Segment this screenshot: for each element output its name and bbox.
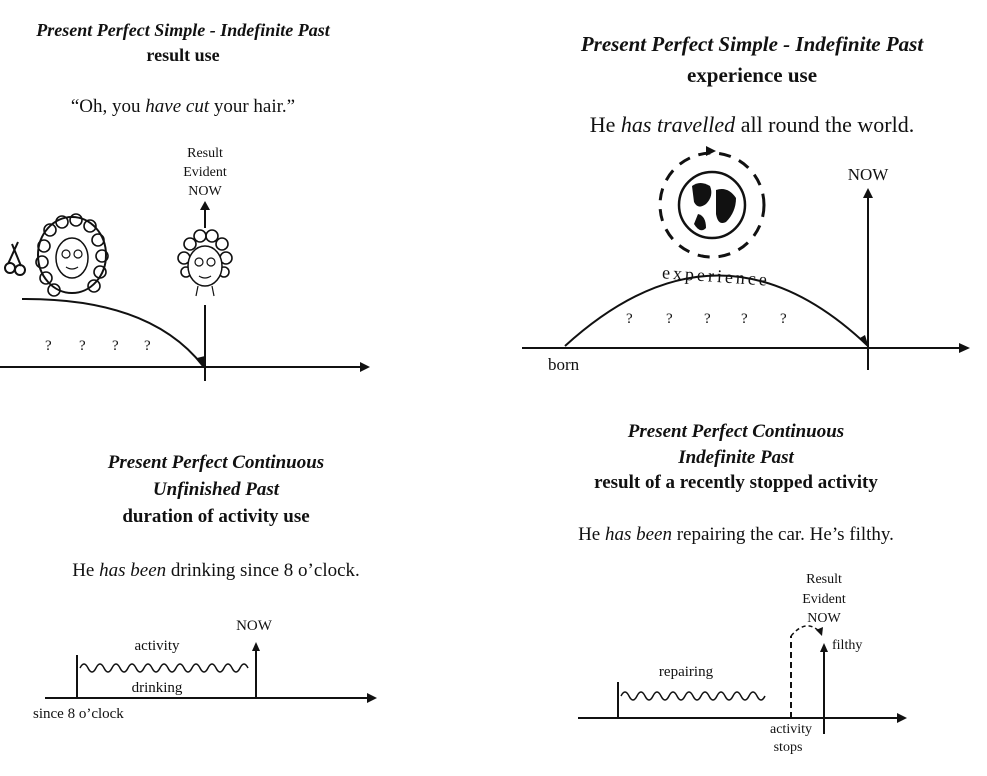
past-curve — [21, 297, 204, 367]
example-sentence: He has travelled all round the world. — [590, 112, 914, 138]
panel-title-line2: Unfinished Past — [152, 479, 280, 500]
now-arrowhead — [252, 642, 260, 651]
drinking-label: drinking — [131, 680, 183, 696]
stops-label-line1: activity — [770, 722, 812, 737]
panel-subtitle: duration of activity use — [122, 506, 310, 527]
stopped-activity-diagram — [578, 625, 907, 734]
time-axis-arrowhead — [959, 343, 970, 353]
repairing-label: repairing — [658, 664, 714, 680]
arc-arrowhead — [860, 335, 869, 348]
orbit-circle — [658, 151, 766, 259]
sentence-post: your hair.” — [209, 96, 296, 117]
activity-wave — [79, 663, 249, 673]
experience-arc — [564, 274, 869, 347]
question-mark: ? — [780, 311, 787, 327]
time-axis-arrowhead — [360, 362, 370, 372]
activity-wave — [620, 691, 766, 701]
panel-stopped-activity-use: Present Perfect Continuous Indefinite Pa… — [480, 400, 987, 776]
panel-title-line1: Present Perfect Continuous — [107, 452, 325, 473]
result-curve-arrow — [790, 625, 821, 637]
result-label-line1: Result — [806, 572, 842, 587]
panel-title: Present Perfect Simple - Indefinite Past — [36, 20, 330, 40]
panel-subtitle: experience use — [686, 63, 818, 87]
question-mark: ? — [79, 338, 86, 354]
now-label: NOW — [236, 618, 272, 634]
panel-result-use: Present Perfect Simple - Indefinite Past… — [0, 0, 480, 390]
person-short-hair-icon — [177, 229, 233, 297]
result-label-line2: Evident — [802, 592, 846, 607]
experience-diagram — [522, 146, 970, 370]
sentence-pre: He — [72, 560, 100, 581]
sentence-verb: has been — [99, 560, 167, 581]
question-mark: ? — [144, 338, 151, 354]
timeline-diagram — [0, 201, 370, 381]
result-curve-arrowhead — [816, 627, 823, 636]
scissors-icon — [4, 241, 26, 276]
result-label-line2: Evident — [183, 165, 227, 180]
now-label: NOW — [847, 165, 889, 184]
now-arrowhead — [820, 643, 828, 652]
panel-subtitle: result use — [146, 45, 220, 65]
time-axis-arrowhead — [897, 713, 907, 723]
sentence-pre: He — [589, 112, 621, 137]
question-mark: ? — [45, 338, 52, 354]
panel-duration-use: Present Perfect Continuous Unfinished Pa… — [0, 400, 480, 776]
result-arrowhead — [200, 201, 210, 210]
question-mark: ? — [626, 311, 633, 327]
result-label-line3: NOW — [188, 184, 222, 199]
question-mark: ? — [666, 311, 673, 327]
orbit-arrowhead — [706, 146, 716, 156]
sentence-post: repairing the car. He’s filthy. — [671, 524, 894, 545]
stops-label-line2: stops — [773, 740, 803, 755]
panel-experience-use: Present Perfect Simple - Indefinite Past… — [480, 0, 987, 400]
woman-long-hair-icon — [35, 213, 109, 297]
sentence-post: drinking since 8 o’clock. — [166, 560, 360, 581]
question-mark: ? — [112, 338, 119, 354]
question-mark: ? — [741, 311, 748, 327]
panel-title-line1: Present Perfect Continuous — [627, 421, 845, 442]
sentence-post: all round the world. — [735, 112, 915, 137]
panel-title: Present Perfect Simple - Indefinite Past — [580, 32, 924, 56]
sentence-verb: has travelled — [620, 112, 736, 137]
example-sentence: He has been repairing the car. He’s filt… — [578, 524, 894, 546]
example-sentence: He has been drinking since 8 o’clock. — [72, 560, 360, 582]
filthy-label: filthy — [832, 638, 863, 653]
globe-icon — [677, 170, 747, 240]
now-arrowhead — [863, 188, 873, 198]
born-label: born — [548, 355, 580, 374]
curve-arrowhead — [197, 356, 205, 368]
since-label: since 8 o’clock — [33, 706, 124, 722]
sentence-pre: “Oh, you — [70, 96, 146, 117]
panel-subtitle: result of a recently stopped activity — [594, 472, 878, 493]
activity-label: activity — [134, 638, 180, 654]
duration-diagram — [45, 642, 377, 703]
sentence-verb: have cut — [145, 96, 210, 117]
result-label-line1: Result — [187, 146, 223, 161]
question-mark: ? — [704, 311, 711, 327]
time-axis-arrowhead — [367, 693, 377, 703]
example-sentence: “Oh, you have cut your hair.” — [71, 96, 295, 118]
sentence-pre: He — [578, 524, 605, 545]
panel-title-line2: Indefinite Past — [678, 447, 794, 468]
sentence-verb: has been — [604, 524, 672, 545]
result-label-line3: NOW — [807, 611, 841, 626]
